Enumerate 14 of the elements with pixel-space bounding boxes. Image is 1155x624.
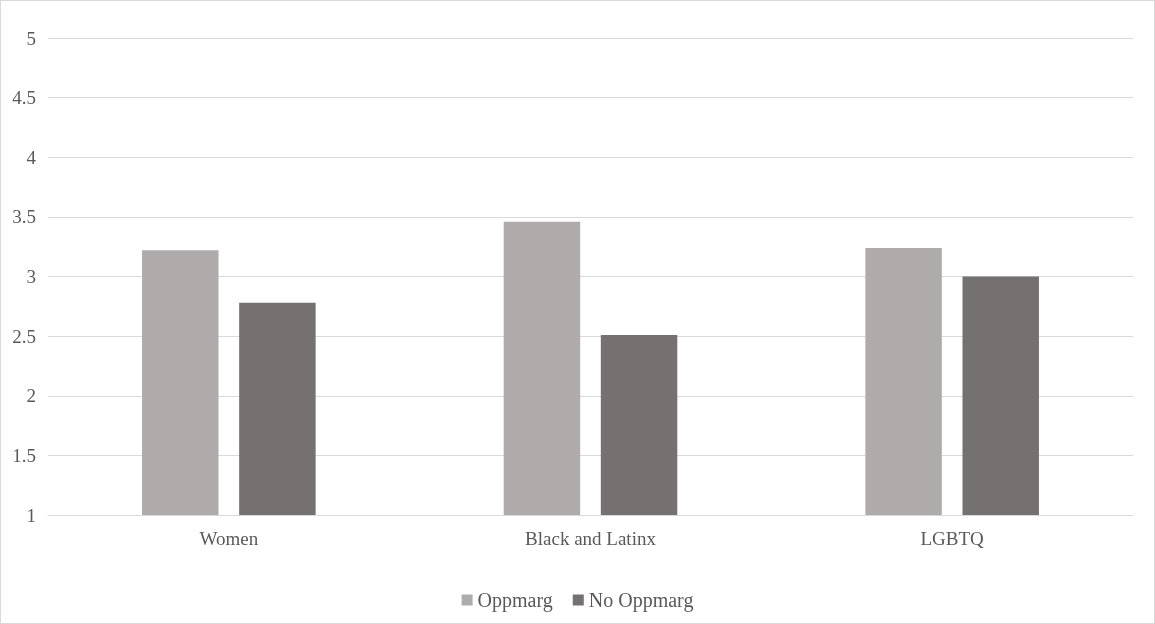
y-tick-label: 2 xyxy=(26,385,36,407)
x-tick-label: Women xyxy=(199,528,259,549)
y-tick-label: 4 xyxy=(26,146,37,168)
y-tick-label: 1.5 xyxy=(12,444,36,466)
y-tick-label: 5 xyxy=(26,27,36,49)
y-tick-label: 2.5 xyxy=(12,325,36,347)
y-tick-label: 3.5 xyxy=(12,206,36,228)
x-tick-label: Black and Latinx xyxy=(525,528,657,549)
legend-label: No Oppmarg xyxy=(588,589,694,612)
legend-label: Oppmarg xyxy=(477,589,553,612)
y-tick-label: 3 xyxy=(26,266,36,287)
y-tick-label: 1 xyxy=(26,504,36,526)
x-tick-label: LGBTQ xyxy=(920,528,985,549)
y-tick-label: 4.5 xyxy=(12,87,36,109)
